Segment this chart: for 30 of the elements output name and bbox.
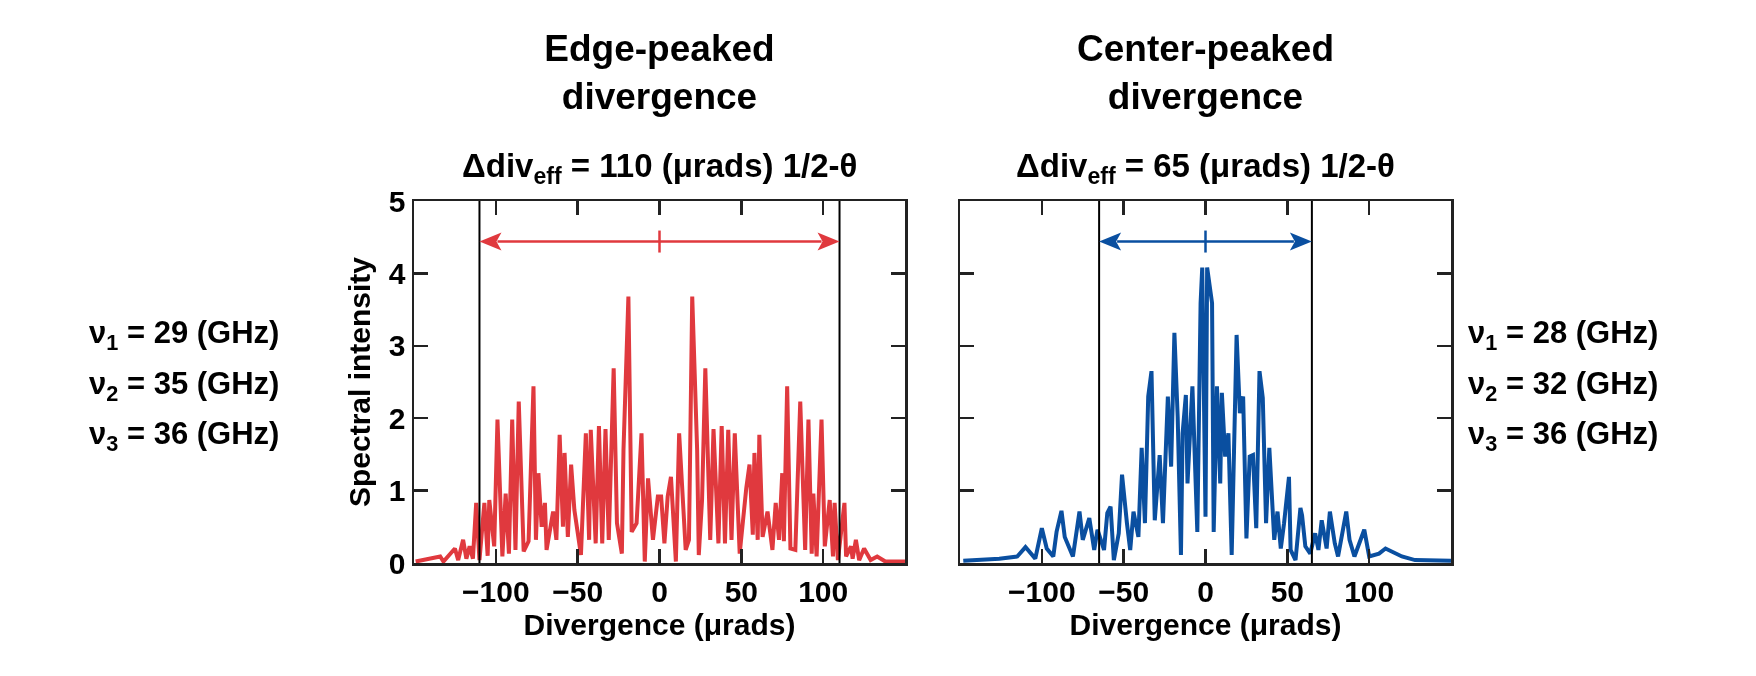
y-tick-label: 1 (388, 474, 406, 508)
y-tick-label: 4 (388, 256, 406, 290)
x-tick-label: −50 (1098, 574, 1150, 608)
chart-subtitle: Δdiv$_{eff}$ = 110 (μrads) 1/2-θ (462, 147, 858, 189)
text: ν$_{3}$ = 36 (GHz) (89, 416, 280, 456)
text: ν$_{3}$ = 36 (GHz) (1468, 416, 1659, 456)
x-tick-label: −50 (552, 574, 604, 608)
text: ν$_{2}$ = 32 (GHz) (1468, 366, 1659, 406)
text: ν$_{1}$ = 29 (GHz) (89, 315, 280, 355)
x-tick-label: 0 (651, 574, 668, 608)
chart-title: Edge-peaked divergence (544, 27, 775, 117)
y-tick-label: 5 (388, 184, 406, 218)
chart-subtitle: Δdiv$_{eff}$ = 65 (μrads) 1/2-θ (1016, 147, 1395, 189)
x-tick-label: 0 (1197, 574, 1214, 608)
x-tick-label: −100 (1008, 574, 1076, 608)
x-tick-label: 50 (724, 574, 759, 608)
x-tick-label: 100 (1344, 574, 1395, 608)
x-tick-label: −100 (462, 574, 530, 608)
x-tick-label: 100 (798, 574, 849, 608)
y-tick-label: 0 (388, 546, 406, 580)
y-tick-label: 3 (388, 329, 406, 363)
y-axis-title: Spectral intensity (342, 256, 376, 508)
line-series (414, 294, 905, 563)
chart-title: Center-peaked divergence (1076, 27, 1335, 117)
text: ν$_{1}$ = 28 (GHz) (1468, 315, 1659, 355)
text: ν$_{2}$ = 35 (GHz) (89, 366, 280, 406)
x-axis-title: Divergence (μrads) (1069, 608, 1342, 642)
y-tick-label: 2 (388, 401, 406, 435)
x-tick-label: 50 (1270, 574, 1305, 608)
x-axis-title: Divergence (μrads) (523, 608, 796, 642)
